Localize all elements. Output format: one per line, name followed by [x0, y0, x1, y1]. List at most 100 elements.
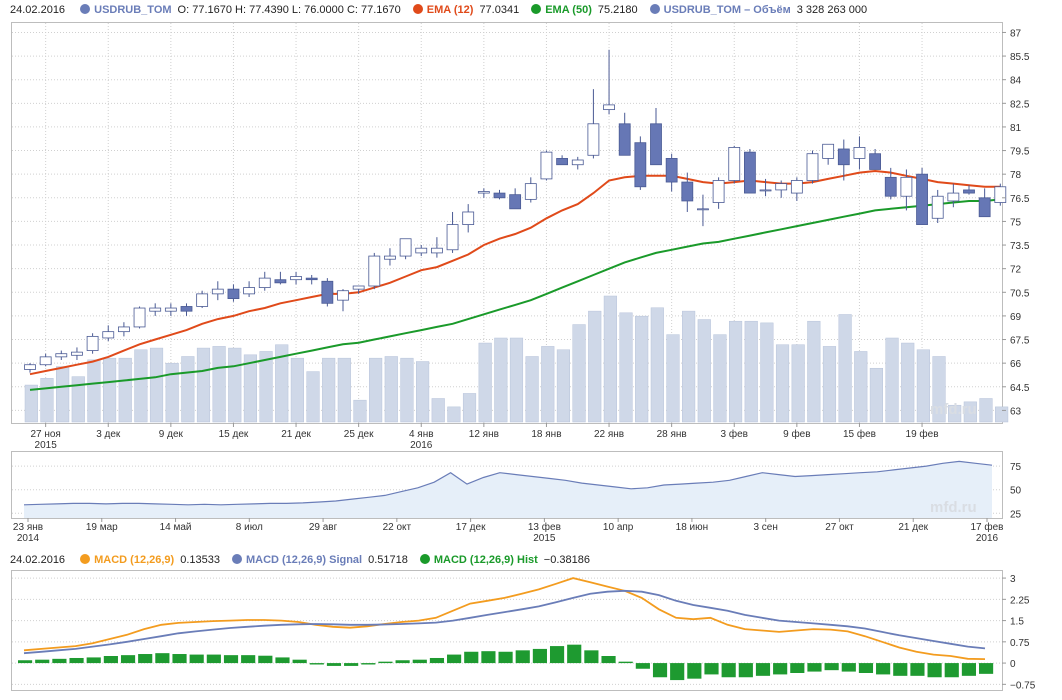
- candle-body: [947, 192, 960, 202]
- macd-hist-bar: [241, 655, 256, 664]
- macd-hist-bar: [635, 663, 650, 669]
- volume-bar: [791, 344, 805, 423]
- volume-bar: [165, 362, 179, 423]
- candle-body: [978, 197, 991, 218]
- macd-hist-bar: [258, 655, 273, 664]
- main-x-label: 9 дек: [159, 429, 184, 440]
- candle-body: [243, 287, 256, 295]
- macd-hist-bar: [395, 660, 410, 664]
- candle-body: [775, 183, 788, 191]
- price-legend-dot-2: [531, 4, 542, 14]
- macd-legend-name-0[interactable]: MACD (12,26,9): [94, 554, 175, 566]
- macd-hist-bar: [206, 654, 221, 664]
- main-x-sublabel: 2016: [410, 440, 433, 451]
- navigator-panel-frame[interactable]: [11, 451, 1003, 519]
- navigator-y-label: 75: [1010, 462, 1022, 473]
- volume-bar: [682, 310, 696, 423]
- macd-legend-name-2[interactable]: MACD (12,26,9) Hist: [433, 554, 538, 566]
- main-x-label: 25 дек: [344, 429, 374, 440]
- macd-hist-bar: [532, 648, 547, 664]
- macd-legend-name-1[interactable]: MACD (12,26,9) Signal: [245, 554, 363, 566]
- main-x-label: 12 янв: [469, 429, 499, 440]
- main-y-label: 69: [1010, 312, 1022, 323]
- main-y-label: 79.5: [1010, 147, 1030, 158]
- volume-bar: [416, 361, 430, 423]
- macd-hist-bar: [687, 663, 702, 679]
- navigator-x-sublabel: 2014: [17, 533, 40, 544]
- volume-bar: [259, 351, 273, 423]
- volume-bar: [979, 398, 993, 423]
- volume-bar: [948, 404, 962, 423]
- macd-y-label: 3: [1010, 574, 1016, 585]
- macd-hist-bar: [223, 655, 239, 664]
- navigator-x-label: 19 мар: [86, 522, 118, 533]
- volume-bar: [838, 314, 852, 423]
- candle-body: [446, 224, 459, 251]
- volume-bar: [478, 342, 492, 423]
- volume-bar: [885, 337, 899, 423]
- macd-hist-bar: [120, 655, 136, 664]
- volume-bar: [603, 295, 617, 423]
- volume-bar: [697, 319, 711, 423]
- candle-body: [759, 189, 772, 192]
- volume-bar: [71, 376, 85, 423]
- volume-bar: [729, 320, 743, 423]
- macd-line: [23, 577, 986, 660]
- price-legend-name-1[interactable]: EMA (12): [426, 4, 474, 16]
- macd-hist-bar: [69, 657, 84, 664]
- candle-body: [869, 153, 881, 170]
- main-y-label: 70.5: [1010, 288, 1030, 299]
- candle-body: [415, 247, 428, 254]
- navigator-x-label: 22 окт: [383, 522, 412, 533]
- macd-hist-bar: [584, 650, 599, 664]
- price-legend-name-2[interactable]: EMA (50): [545, 4, 592, 16]
- volume-bar: [666, 334, 680, 423]
- main-x-label: 27 ноя: [30, 429, 60, 440]
- candle-body: [634, 142, 647, 188]
- candle-body: [853, 147, 866, 159]
- main-y-label: 66: [1010, 359, 1022, 370]
- volume-bar: [963, 401, 977, 423]
- volume-bar: [744, 320, 758, 423]
- macd-hist-bar: [138, 654, 153, 664]
- macd-hist-bar: [876, 663, 891, 675]
- volume-bar: [775, 344, 790, 423]
- volume-bar: [541, 346, 555, 423]
- volume-bar: [932, 356, 946, 423]
- volume-bar: [901, 342, 915, 423]
- candle-body: [71, 351, 83, 356]
- navigator-x-label: 10 апр: [603, 522, 634, 533]
- macd-hist-bar: [670, 663, 685, 681]
- main-x-label: 3 фев: [721, 428, 748, 440]
- price-legend-value-0: O: 77.1670 H: 77.4390 L: 76.0000 C: 77.1…: [177, 4, 401, 16]
- macd-hist-bar: [86, 657, 101, 664]
- candle-body: [274, 279, 287, 284]
- volume-bar: [149, 347, 164, 423]
- macd-hist-bar: [961, 663, 976, 676]
- macd-hist-bar: [326, 663, 342, 666]
- macd-hist-bar: [35, 659, 50, 664]
- main-x-label: 22 янв: [594, 429, 624, 440]
- volume-bar: [462, 393, 477, 423]
- main-x-label: 4 янв: [409, 429, 434, 440]
- macd-hist-bar: [481, 651, 496, 664]
- candle-body: [102, 331, 115, 339]
- candle-body: [900, 176, 913, 197]
- volume-bar: [40, 378, 54, 423]
- macd-y-axis: −0.75 0 0.75 1.5 2.25 3: [1002, 574, 1036, 691]
- volume-bar: [447, 406, 461, 423]
- price-legend-name-0[interactable]: USDRUB_TOM: [94, 4, 172, 16]
- volume-bar: [196, 347, 211, 423]
- volume-bar: [854, 351, 868, 423]
- volume-bar: [713, 334, 727, 423]
- candle-body: [180, 306, 193, 312]
- macd-hist-bar: [824, 663, 839, 671]
- candle-body: [133, 307, 146, 328]
- main-y-label: 67.5: [1010, 336, 1030, 347]
- main-y-label: 76.5: [1010, 194, 1030, 205]
- price-legend-name-3[interactable]: USDRUB_TOM – Объём: [663, 4, 791, 16]
- ema12-series: [29, 169, 1001, 376]
- volume-bar: [384, 356, 398, 423]
- volume-bar: [556, 349, 570, 423]
